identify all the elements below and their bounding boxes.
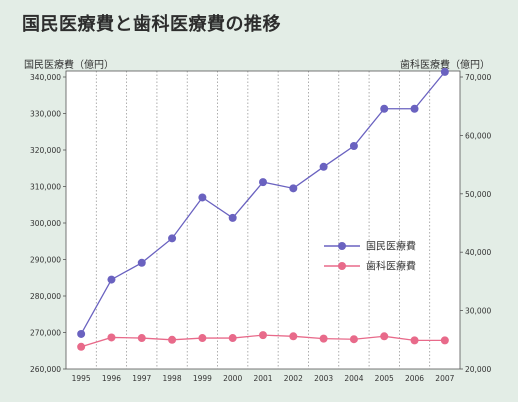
x-tick-label: 2003 [314,374,333,383]
x-tick-label: 2005 [375,374,394,383]
data-point [380,332,389,341]
legend-label: 歯科医療費 [366,260,416,273]
right-tick-label: 50,000 [465,190,491,199]
data-point [319,162,328,171]
data-point [410,104,419,113]
legend-marker [338,242,346,250]
data-point [168,234,177,243]
left-tick-label: 320,000 [30,146,61,155]
data-point [228,213,237,222]
data-point [289,332,298,341]
data-point [440,336,449,345]
data-point [228,334,237,343]
x-tick-label: 2006 [405,374,424,383]
x-tick-label: 2001 [253,374,272,383]
data-point [259,178,267,187]
data-point [289,184,298,193]
left-tick-label: 340,000 [30,73,61,82]
left-tick-label: 270,000 [30,329,61,338]
right-tick-label: 30,000 [465,307,491,316]
data-point [349,335,358,344]
plot-area [66,71,460,369]
right-tick-label: 40,000 [465,248,491,257]
data-point [440,67,449,76]
data-point [319,334,328,343]
left-tick-label: 290,000 [30,256,61,265]
data-point [77,342,86,351]
x-tick-label: 1995 [72,374,91,383]
data-point [137,258,146,267]
data-point [410,336,419,345]
left-axis-title: 国民医療費（億円） [24,60,114,71]
x-tick-label: 1998 [163,374,182,383]
data-point [107,333,116,342]
x-tick-label: 2002 [284,374,303,383]
chart-title: 国民医療費と歯科医療費の推移 [22,14,281,35]
x-tick-label: 2007 [435,374,454,383]
data-point [77,329,86,338]
right-axis-title: 歯科医療費（億円） [400,60,490,71]
x-tick-label: 2004 [344,374,363,383]
data-point [137,334,146,343]
left-tick-label: 300,000 [30,219,61,228]
left-tick-label: 280,000 [30,292,61,301]
data-point [107,275,116,284]
x-tick-label: 1997 [132,374,151,383]
x-tick-label: 1999 [193,374,212,383]
legend-marker [338,262,346,270]
data-point [198,193,207,202]
data-point [198,334,207,343]
x-tick-label: 2000 [223,374,242,383]
data-point [168,335,177,344]
right-tick-label: 20,000 [465,365,491,374]
data-point [380,104,389,113]
x-tick-label: 1996 [102,374,121,383]
data-point [259,331,267,340]
legend-label: 国民医療費 [366,240,416,253]
right-tick-label: 60,000 [465,131,491,140]
left-tick-label: 330,000 [30,110,61,119]
plot-border [65,70,461,370]
left-tick-label: 260,000 [30,365,61,374]
right-tick-label: 70,000 [465,73,491,82]
data-point [349,141,358,150]
left-tick-label: 310,000 [30,183,61,192]
